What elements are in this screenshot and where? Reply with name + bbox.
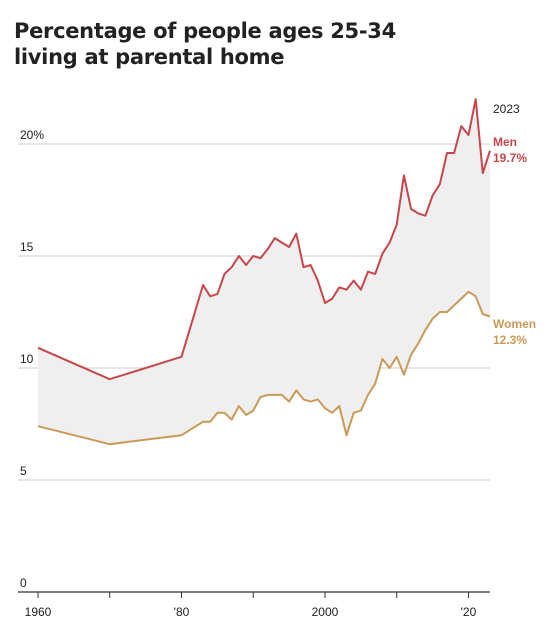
- y-tick-label: 0: [20, 576, 27, 590]
- y-tick-label: 20%: [20, 128, 44, 142]
- x-tick-label: 1960: [25, 605, 52, 619]
- x-tick-label: '20: [461, 605, 477, 619]
- y-tick-label: 15: [20, 240, 34, 254]
- series-value-women: 12.3%: [493, 333, 527, 347]
- chart-title: Percentage of people ages 25-34 living a…: [14, 19, 396, 69]
- gap-band: [38, 99, 490, 445]
- series-value-men: 19.7%: [493, 151, 527, 165]
- series-label-men: Men: [493, 135, 517, 149]
- series-label-women: Women: [493, 317, 536, 331]
- series-line-men: [37, 98, 491, 381]
- end-year-label: 2023: [493, 102, 520, 116]
- x-axis: 1960 '80 2000 '20: [25, 592, 477, 619]
- y-tick-label: 10: [20, 352, 34, 366]
- x-tick-label: 2000: [312, 605, 339, 619]
- y-axis-labels: 0 5 10 15 20%: [20, 128, 44, 590]
- x-tick-label: '80: [174, 605, 190, 619]
- series-line-women: [37, 290, 491, 446]
- y-tick-label: 5: [20, 464, 27, 478]
